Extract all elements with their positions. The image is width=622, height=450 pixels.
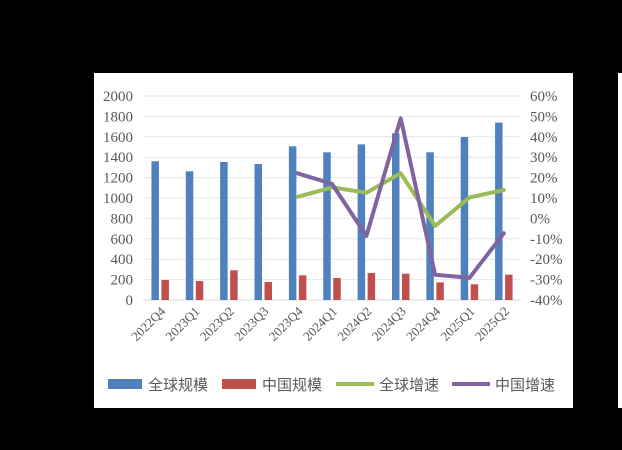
x-tick-label: 2025Q1 [437, 304, 477, 344]
y-tick-label: 2000 [103, 89, 133, 105]
legend-label: 全球规模 [148, 376, 208, 394]
bar [323, 152, 331, 300]
y2-tick-label: -20% [530, 252, 563, 268]
bar [357, 144, 366, 300]
bar [185, 171, 194, 300]
bar [220, 161, 228, 300]
legend-swatch [222, 379, 256, 389]
y2-tick-label: 50% [530, 109, 558, 125]
y-tick-label: 1800 [103, 109, 133, 125]
legend-swatch [108, 379, 142, 389]
gridlines [143, 95, 521, 301]
edge-strip [618, 73, 622, 408]
y2-tick-label: 20% [530, 171, 558, 187]
legend-label: 中国增速 [495, 377, 555, 394]
chart-panel [94, 73, 573, 408]
y-tick-label: 1400 [103, 150, 133, 166]
bar-series [151, 122, 513, 300]
bar [230, 270, 238, 300]
x-tick-label: 2022Q4 [128, 303, 169, 344]
bar [391, 133, 400, 300]
x-tick-label: 2024Q1 [300, 304, 340, 344]
legend-label: 全球增速 [379, 376, 439, 394]
bar [195, 281, 204, 300]
x-tick-label: 2023Q4 [266, 303, 307, 344]
x-tick-label: 2023Q2 [197, 304, 237, 344]
bar [470, 284, 479, 300]
line [295, 116, 506, 280]
bar [151, 161, 159, 300]
y2-tick-label: 30% [530, 150, 558, 166]
bar [333, 277, 341, 300]
bar [254, 164, 263, 300]
bar [495, 122, 503, 300]
y-tick-label: 400 [111, 252, 134, 268]
y2-tick-label: 40% [530, 130, 558, 146]
x-tick-label: 2025Q2 [472, 304, 512, 344]
bar [161, 280, 169, 300]
x-tick-label: 2024Q3 [369, 304, 409, 344]
bar [264, 282, 273, 300]
y-tick-label: 1200 [103, 171, 133, 187]
x-tick-label: 2023Q3 [231, 304, 271, 344]
y-tick-label: 1000 [103, 191, 133, 207]
right-axis-ticks: -40% -30% -20% -10% 0% 10% 20% 30% 40% 50% 60% [530, 89, 563, 309]
x-tick-label: 2023Q1 [162, 304, 202, 344]
y2-tick-label: 0% [530, 211, 550, 227]
left-axis-ticks: 0 200 400 600 800 1000 1200 1400 1600 1800 2000 [103, 89, 133, 309]
y2-tick-label: 10% [530, 191, 558, 207]
bar [401, 273, 410, 300]
bar [436, 282, 444, 300]
bar [505, 274, 513, 300]
y2-tick-label: -10% [530, 232, 563, 248]
bar [288, 146, 297, 300]
bar [460, 137, 469, 300]
y2-tick-label: -30% [530, 273, 563, 289]
x-tick-label: 2024Q2 [334, 304, 374, 344]
legend: 全球规模 中国规模 全球增速 中国增速 [108, 376, 555, 394]
y-tick-label: 200 [111, 273, 134, 289]
y2-tick-label: -40% [530, 293, 563, 309]
line-series [295, 116, 506, 280]
bar [367, 272, 376, 300]
y-tick-label: 0 [126, 293, 134, 309]
y-tick-label: 600 [111, 232, 134, 248]
x-axis-ticks: 2022Q42023Q12023Q22023Q32023Q42024Q12024… [128, 303, 512, 344]
y2-tick-label: 60% [530, 89, 558, 105]
legend-label: 中国规模 [262, 377, 322, 394]
y-tick-label: 800 [111, 211, 134, 227]
y-tick-label: 1600 [103, 130, 133, 146]
x-tick-label: 2024Q4 [403, 303, 444, 344]
bar [298, 275, 307, 300]
bar [426, 152, 434, 300]
